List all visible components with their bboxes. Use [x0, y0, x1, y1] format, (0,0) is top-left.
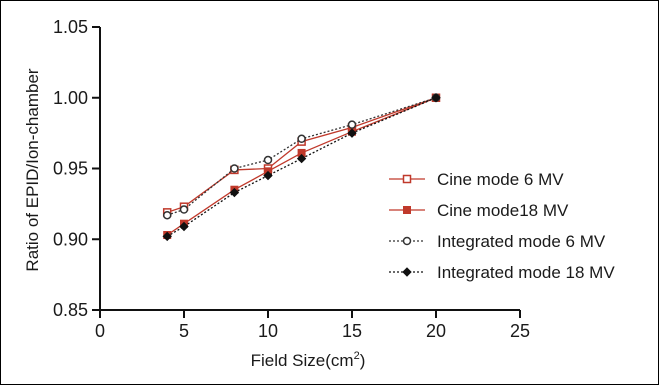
data-point — [230, 164, 239, 173]
data-point — [347, 128, 357, 138]
y-axis-label: Ratio of EPID/Ion-chamber — [23, 68, 42, 271]
series-4 — [162, 93, 441, 242]
x-tick-label: 20 — [426, 321, 446, 341]
legend-item-2: Cine mode18 MV — [389, 201, 569, 220]
legend-item-4: Integrated mode 18 MV — [389, 263, 615, 282]
axes: 0 5 10 15 20 25 0.85 0.90 0.95 1.00 1.05 — [53, 17, 530, 341]
legend-item-1: Cine mode 6 MV — [389, 170, 564, 189]
legend-swatch-marker — [402, 174, 412, 184]
data-point — [162, 210, 172, 220]
data-point — [297, 134, 306, 144]
data-point — [347, 120, 357, 129]
x-axis-label-main: Field Size(cm — [251, 351, 354, 370]
legend-label: Cine mode 6 MV — [437, 170, 564, 189]
legend-swatch-marker — [402, 267, 412, 277]
data-point — [179, 221, 189, 232]
x-axis-label-suffix: ) — [360, 351, 366, 370]
x-tick-label: 15 — [342, 321, 362, 341]
x-tick-label: 10 — [258, 321, 278, 341]
legend-swatch-marker — [402, 236, 412, 246]
legend-swatch-marker — [403, 206, 411, 214]
y-tick-label: 0.85 — [53, 300, 88, 320]
x-tick-label: 5 — [179, 321, 189, 341]
legend: Cine mode 6 MV Cine mode18 MV Integrated m… — [389, 170, 615, 282]
data-point — [263, 170, 273, 181]
x-tick-label: 25 — [510, 321, 530, 341]
series-line — [166, 97, 437, 237]
data-point — [229, 187, 240, 198]
data-point — [162, 231, 172, 242]
data-point — [431, 93, 441, 103]
x-tick-label: 0 — [95, 321, 105, 341]
legend-label: Cine mode18 MV — [437, 201, 569, 220]
legend-item-3: Integrated mode 6 MV — [389, 232, 606, 251]
y-tick-label: 1.00 — [53, 88, 88, 108]
y-tick-label: 1.05 — [53, 17, 88, 37]
legend-label: Integrated mode 6 MV — [437, 232, 606, 251]
y-tick-label: 0.95 — [53, 159, 88, 179]
data-point — [179, 205, 189, 214]
y-tick-label: 0.90 — [53, 229, 88, 249]
x-axis-label: Field Size(cm2) — [251, 350, 366, 370]
data-point — [263, 155, 273, 165]
x-axis-label-superscript: 2 — [354, 350, 360, 362]
data-point — [296, 153, 307, 164]
series-layer — [162, 93, 441, 242]
series-2 — [163, 93, 440, 240]
series-line — [166, 97, 437, 236]
legend-label: Integrated mode 18 MV — [437, 263, 615, 282]
